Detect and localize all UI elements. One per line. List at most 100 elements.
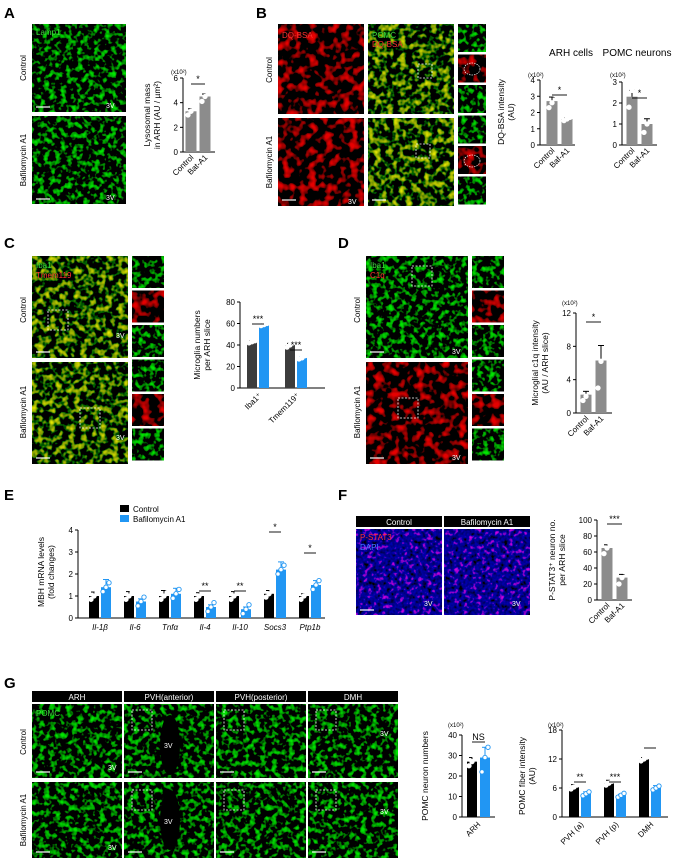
data-point	[193, 596, 199, 602]
data-point	[604, 545, 610, 551]
data-point	[574, 782, 580, 788]
significance-label: ***	[253, 314, 264, 324]
inset-box	[315, 709, 337, 731]
panel-f-header-control: Control	[386, 518, 412, 527]
ventricle-label: 3V	[108, 765, 117, 772]
data-point	[301, 593, 307, 599]
y-axis-label: MBH mRNA levels	[36, 537, 46, 607]
micrograph-signal	[458, 54, 486, 83]
inset-box	[131, 789, 153, 811]
panel-g-baf-image	[308, 782, 398, 858]
panel-f-control-image	[356, 529, 442, 615]
micrograph-signal	[368, 24, 454, 114]
data-point	[100, 588, 106, 595]
bar	[285, 345, 295, 388]
y-tick-label: 3	[531, 92, 536, 101]
chart-title: ARH cells	[549, 48, 593, 59]
micrograph-signal	[472, 394, 504, 426]
y-axis-label: Lysosomal mass	[142, 84, 152, 147]
bar	[297, 357, 307, 388]
y-tick-label: 2	[613, 99, 618, 108]
micrograph-signal	[472, 428, 504, 461]
inset-box	[79, 407, 101, 429]
panel-b-inset	[458, 54, 486, 83]
data-point	[601, 331, 607, 337]
panel-c-stain-2: Tmem119	[36, 271, 72, 280]
panel-c-control-image	[32, 256, 128, 358]
data-point	[123, 596, 129, 602]
panel-d-stain-2: C1q	[370, 271, 385, 280]
panel-g-header: ARH	[69, 693, 86, 702]
panel-letter-C: C	[4, 235, 15, 252]
panel-g-control-label: Control	[19, 729, 28, 755]
data-point	[205, 90, 211, 96]
panel-g-header: PVH(anterior)	[145, 693, 194, 702]
data-point	[278, 566, 284, 573]
legend-control: Control	[133, 505, 159, 514]
inset-box	[223, 709, 245, 731]
y-tick-label: 2	[531, 109, 536, 118]
chart-d: (x10²) 0 4 8 12 Microglial c1q intensity (AU /…	[530, 301, 612, 439]
bar	[604, 783, 614, 817]
panel-a-control-image	[32, 24, 126, 112]
data-point	[298, 596, 304, 602]
data-point	[310, 586, 316, 593]
data-point	[252, 338, 258, 344]
data-point	[188, 108, 194, 114]
y-tick-label: 0	[613, 141, 618, 150]
panel-c-inset	[132, 428, 164, 461]
data-point	[626, 104, 632, 110]
bar	[136, 601, 146, 618]
y-axis-label: (AU)	[506, 103, 516, 121]
bar	[546, 101, 558, 145]
y-tick-label: 4	[174, 99, 179, 108]
y-tick-label: 0	[69, 614, 74, 623]
data-point	[185, 112, 191, 118]
data-point	[191, 104, 197, 111]
x-tick-label: Il-1β	[92, 623, 108, 632]
significance-label: *	[638, 88, 642, 98]
y-tick-label: 0	[531, 141, 536, 150]
bar	[159, 596, 169, 618]
micrograph-signal	[472, 325, 504, 357]
data-point	[644, 754, 650, 760]
ventricle-label: 3V	[116, 435, 125, 442]
panel-f-header-baf: Bafilomycin A1	[461, 518, 514, 527]
y-tick-label: 0	[231, 384, 236, 393]
y-tick-label: 12	[548, 755, 557, 764]
y-tick-label: 4	[567, 376, 572, 385]
y-tick-label: 12	[562, 309, 571, 318]
data-point	[205, 608, 211, 615]
y-tick-label: 1	[613, 120, 618, 129]
micrograph-signal	[472, 256, 504, 288]
panel-a-baf-label: Bafilomycin A1	[19, 133, 28, 186]
data-point	[302, 353, 308, 359]
chart-a: 0 2 4 6(x10²) Lysosomal mass in ARH (AU / µm²…	[142, 70, 215, 178]
data-point	[246, 602, 252, 608]
bar	[185, 111, 197, 152]
significance-label: *	[308, 543, 312, 553]
panel-g-header-bg	[124, 691, 214, 702]
data-point	[647, 112, 653, 119]
chart-c: 0 20 40 60 80 Microglia numbers per ARH slice I…	[192, 298, 325, 425]
ventricle-label: 3V	[424, 601, 433, 608]
panel-letter-A: A	[4, 5, 15, 22]
panel-d-inset	[472, 359, 504, 392]
inset-box	[47, 309, 69, 331]
micrograph-signal	[458, 146, 486, 174]
y-tick-label: 3	[69, 548, 74, 557]
significance-label: *	[196, 74, 200, 84]
micrograph-signal	[216, 782, 306, 858]
ventricle-label: 3V	[106, 195, 115, 202]
panel-g-baf-image	[32, 782, 122, 858]
y-tick-label: 0	[453, 813, 458, 822]
inset-box	[417, 63, 433, 79]
panel-b-merge-control	[368, 24, 454, 114]
data-point	[598, 358, 604, 364]
micrograph-signal	[32, 116, 126, 204]
y-axis-label: (AU)	[527, 767, 537, 785]
data-point	[567, 114, 573, 121]
data-point	[595, 385, 601, 391]
data-point	[485, 744, 491, 750]
bar	[171, 593, 181, 618]
